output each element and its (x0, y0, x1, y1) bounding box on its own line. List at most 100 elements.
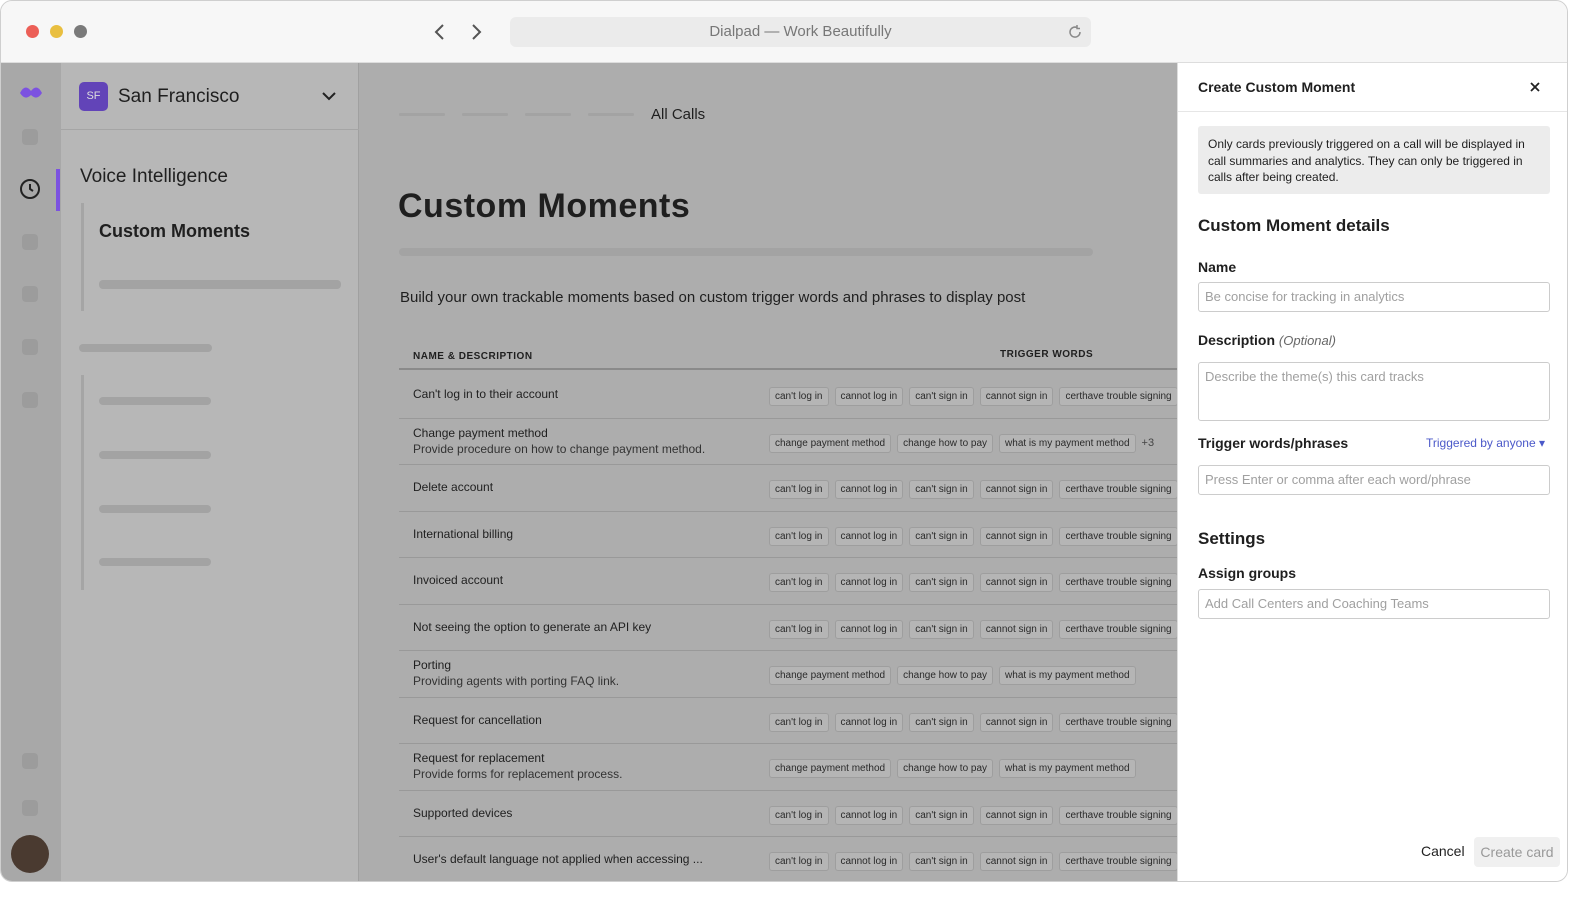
tree-line (81, 375, 84, 590)
description: Build your own trackable moments based o… (400, 289, 1026, 306)
trigger-chip: certhave trouble signing (1059, 480, 1177, 499)
trigger-chip: can't log in (769, 852, 829, 871)
table-row[interactable]: Request for replacement Provide forms for… (399, 744, 1177, 791)
table-header: NAME & DESCRIPTION TRIGGER WORDS (399, 341, 1177, 370)
trigger-mode-select[interactable]: Triggered by anyone ▾ (1426, 436, 1545, 450)
nav-icon[interactable] (22, 129, 38, 145)
trigger-chip: change how to pay (897, 666, 994, 685)
label-text: Description (1198, 332, 1276, 348)
trigger-chip: change how to pay (897, 433, 994, 453)
section-title[interactable]: Voice Intelligence (80, 166, 228, 187)
trigger-chip: what is my payment method (999, 433, 1136, 453)
nav-item-active[interactable]: Custom Moments (99, 221, 251, 241)
description-input[interactable]: Describe the theme(s) this card tracks (1198, 362, 1550, 421)
field-label: Assign groups (1198, 565, 1297, 581)
more-count[interactable]: +3 (1141, 436, 1155, 449)
trigger-list: can't log in cannot log in can't sign in ca… (769, 851, 1177, 871)
name-input[interactable]: Be concise for tracking in analytics (1198, 282, 1550, 312)
breadcrumb[interactable]: All Calls (651, 106, 706, 123)
trigger-chip: can't log in (769, 526, 829, 546)
divider (1178, 111, 1567, 112)
nav-arrows[interactable] (431, 23, 491, 41)
reload[interactable] (1067, 24, 1083, 40)
table-row[interactable]: Delete account can't log in cannot log in c… (399, 465, 1177, 512)
zoom-dot[interactable] (74, 25, 87, 38)
trigger-chip: can't sign in (909, 526, 974, 546)
table-row[interactable]: International billing can't log in cannot … (399, 512, 1177, 558)
placeholder (525, 113, 571, 116)
cancel-button[interactable]: Cancel (1421, 843, 1465, 859)
nav-icon[interactable] (22, 392, 38, 408)
trigger-chip: what is my payment method (999, 666, 1136, 685)
trigger-chip: cannot log in (834, 805, 904, 825)
row-name: Porting (413, 658, 452, 672)
trigger-chip: cannot log in (834, 480, 904, 499)
trigger-list: can't log in cannot log in can't sign in ca… (769, 479, 1177, 499)
location-avatar: SF (79, 82, 108, 111)
trigger-chip: cannot log in (834, 712, 904, 732)
table-row[interactable]: Invoiced account can't log in cannot log i… (399, 558, 1177, 605)
table-row[interactable]: Porting Providing agents with porting FAQ… (399, 651, 1177, 698)
notice: Only cards previously triggered on a cal… (1198, 126, 1550, 194)
row-name: Supported devices (413, 805, 513, 820)
row-name: User's default language not applied when… (413, 852, 703, 866)
divider (61, 129, 359, 130)
table-row[interactable]: Can't log in to their account can't log i… (399, 372, 1177, 419)
trigger-list: can't log in cannot log in can't sign in ca… (769, 526, 1177, 546)
table-row[interactable]: Request for cancellation can't log in cann… (399, 698, 1177, 744)
groups-input[interactable]: Add Call Centers and Coaching Teams (1198, 589, 1550, 619)
placeholder (99, 280, 341, 289)
close-button[interactable] (1529, 81, 1541, 93)
row-name: Not seeing the option to generate an API… (413, 619, 652, 634)
placeholder (399, 113, 445, 116)
field-label: Name (1198, 259, 1237, 275)
address-bar[interactable]: Dialpad — Work Beautifully (510, 17, 1091, 47)
trigger-list: change payment method change how to pay wh… (769, 758, 1142, 778)
user-avatar[interactable] (11, 835, 49, 873)
trigger-chip: cannot sign in (979, 712, 1054, 732)
table-row[interactable]: Supported devices can't log in cannot log … (399, 791, 1177, 837)
trigger-list: can't log in cannot log in can't sign in ca… (769, 386, 1177, 406)
field-label: Description (Optional) (1198, 332, 1336, 348)
trigger-chip: certhave trouble signing (1059, 387, 1177, 406)
placeholder (399, 248, 1093, 256)
row-name: International billing (413, 526, 514, 541)
page-heading: Custom Moments (398, 187, 691, 225)
trigger-chip: can't log in (769, 619, 829, 639)
placeholder (99, 558, 211, 566)
trigger-input[interactable]: Press Enter or comma after each word/phr… (1198, 465, 1550, 495)
location-name[interactable]: San Francisco (118, 86, 240, 107)
placeholder (99, 505, 211, 513)
trigger-list: can't log in cannot log in can't sign in ca… (769, 572, 1177, 592)
history-icon[interactable] (18, 177, 42, 201)
sidebar: SF San Francisco Voice Intelligence Cust… (61, 63, 359, 881)
nav-icon[interactable] (22, 339, 38, 355)
nav-icon[interactable] (22, 800, 38, 816)
column-header: TRIGGER WORDS (1000, 349, 1094, 360)
location-dropdown[interactable] (321, 90, 337, 102)
table-row[interactable]: Not seeing the option to generate an API… (399, 605, 1177, 651)
trigger-chip: change how to pay (897, 759, 994, 778)
trigger-chip: can't sign in (909, 480, 974, 499)
close-dot[interactable] (26, 25, 39, 38)
trigger-chip: cannot sign in (979, 526, 1054, 546)
placeholder (588, 113, 634, 116)
trigger-chip: change payment method (769, 759, 892, 778)
trigger-list: can't log in cannot log in can't sign in ca… (769, 805, 1177, 825)
trigger-chip: can't log in (769, 712, 829, 732)
minimize-dot[interactable] (50, 25, 63, 38)
placeholder (99, 397, 211, 405)
row-name: Delete account (413, 480, 494, 494)
row-name: Can't log in to their account (413, 387, 559, 401)
logo[interactable] (17, 83, 45, 103)
nav-icon[interactable] (22, 753, 38, 769)
trigger-chip: cannot log in (834, 852, 904, 871)
table-row[interactable]: User's default language not applied when… (399, 837, 1177, 881)
table-row[interactable]: Change payment method Provide procedure o… (399, 419, 1177, 465)
row-description: Provide procedure on how to change payme… (413, 441, 706, 456)
nav-icon[interactable] (22, 286, 38, 302)
create-button[interactable]: Create card (1474, 837, 1560, 867)
trigger-chip: cannot sign in (979, 573, 1054, 592)
nav-icon[interactable] (22, 234, 38, 250)
